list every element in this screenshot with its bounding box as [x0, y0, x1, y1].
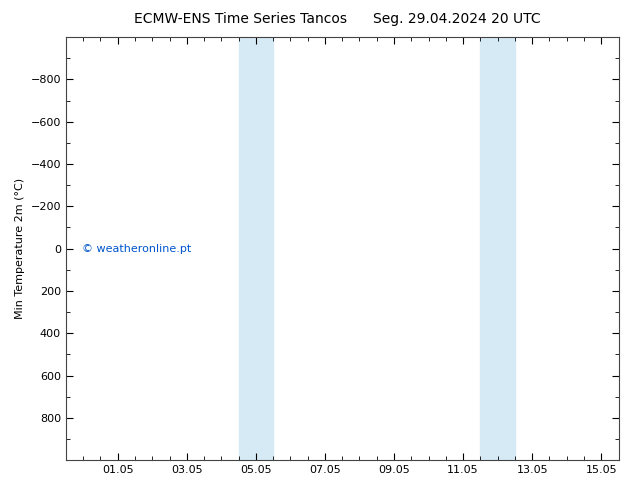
Text: ECMW-ENS Time Series Tancos: ECMW-ENS Time Series Tancos	[134, 12, 347, 26]
Text: Seg. 29.04.2024 20 UTC: Seg. 29.04.2024 20 UTC	[373, 12, 540, 26]
Text: © weatheronline.pt: © weatheronline.pt	[82, 244, 191, 254]
Bar	[481, 37, 515, 460]
Bar	[238, 37, 273, 460]
Y-axis label: Min Temperature 2m (°C): Min Temperature 2m (°C)	[15, 178, 25, 319]
